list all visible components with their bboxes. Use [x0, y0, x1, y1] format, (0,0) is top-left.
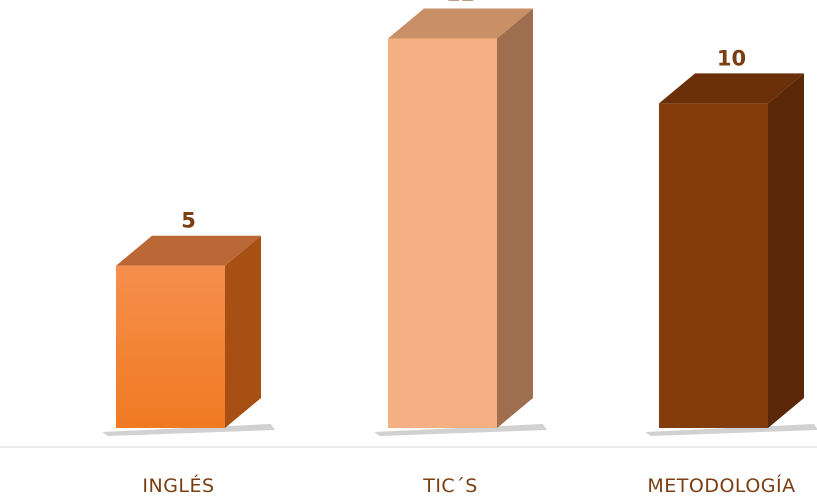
bar-top	[388, 8, 533, 39]
bar-shadow	[374, 424, 547, 436]
category-label: TIC´S	[422, 475, 478, 497]
labels-layer: 5 INGLÉS 12 TIC´S 10 METODOLOGÍA	[142, 0, 795, 497]
bar-shadow	[645, 424, 817, 436]
bar-front	[388, 38, 497, 428]
data-label: 5	[181, 209, 196, 233]
bar	[388, 8, 533, 428]
bars-layer	[116, 8, 804, 428]
category-label: INGLÉS	[142, 474, 214, 497]
bar-shadows	[102, 424, 817, 436]
bar-side	[225, 235, 261, 428]
bar-top	[659, 73, 804, 104]
category-label: METODOLOGÍA	[647, 474, 795, 497]
bar-front	[659, 103, 768, 428]
bar-top	[116, 235, 261, 266]
bar-side	[768, 73, 804, 428]
data-label: 12	[446, 0, 475, 5]
bar	[659, 73, 804, 428]
bar	[116, 235, 261, 428]
data-label: 10	[717, 46, 746, 70]
bar-shadow	[102, 424, 275, 436]
bar-front	[116, 265, 225, 428]
bar-side	[497, 8, 533, 428]
